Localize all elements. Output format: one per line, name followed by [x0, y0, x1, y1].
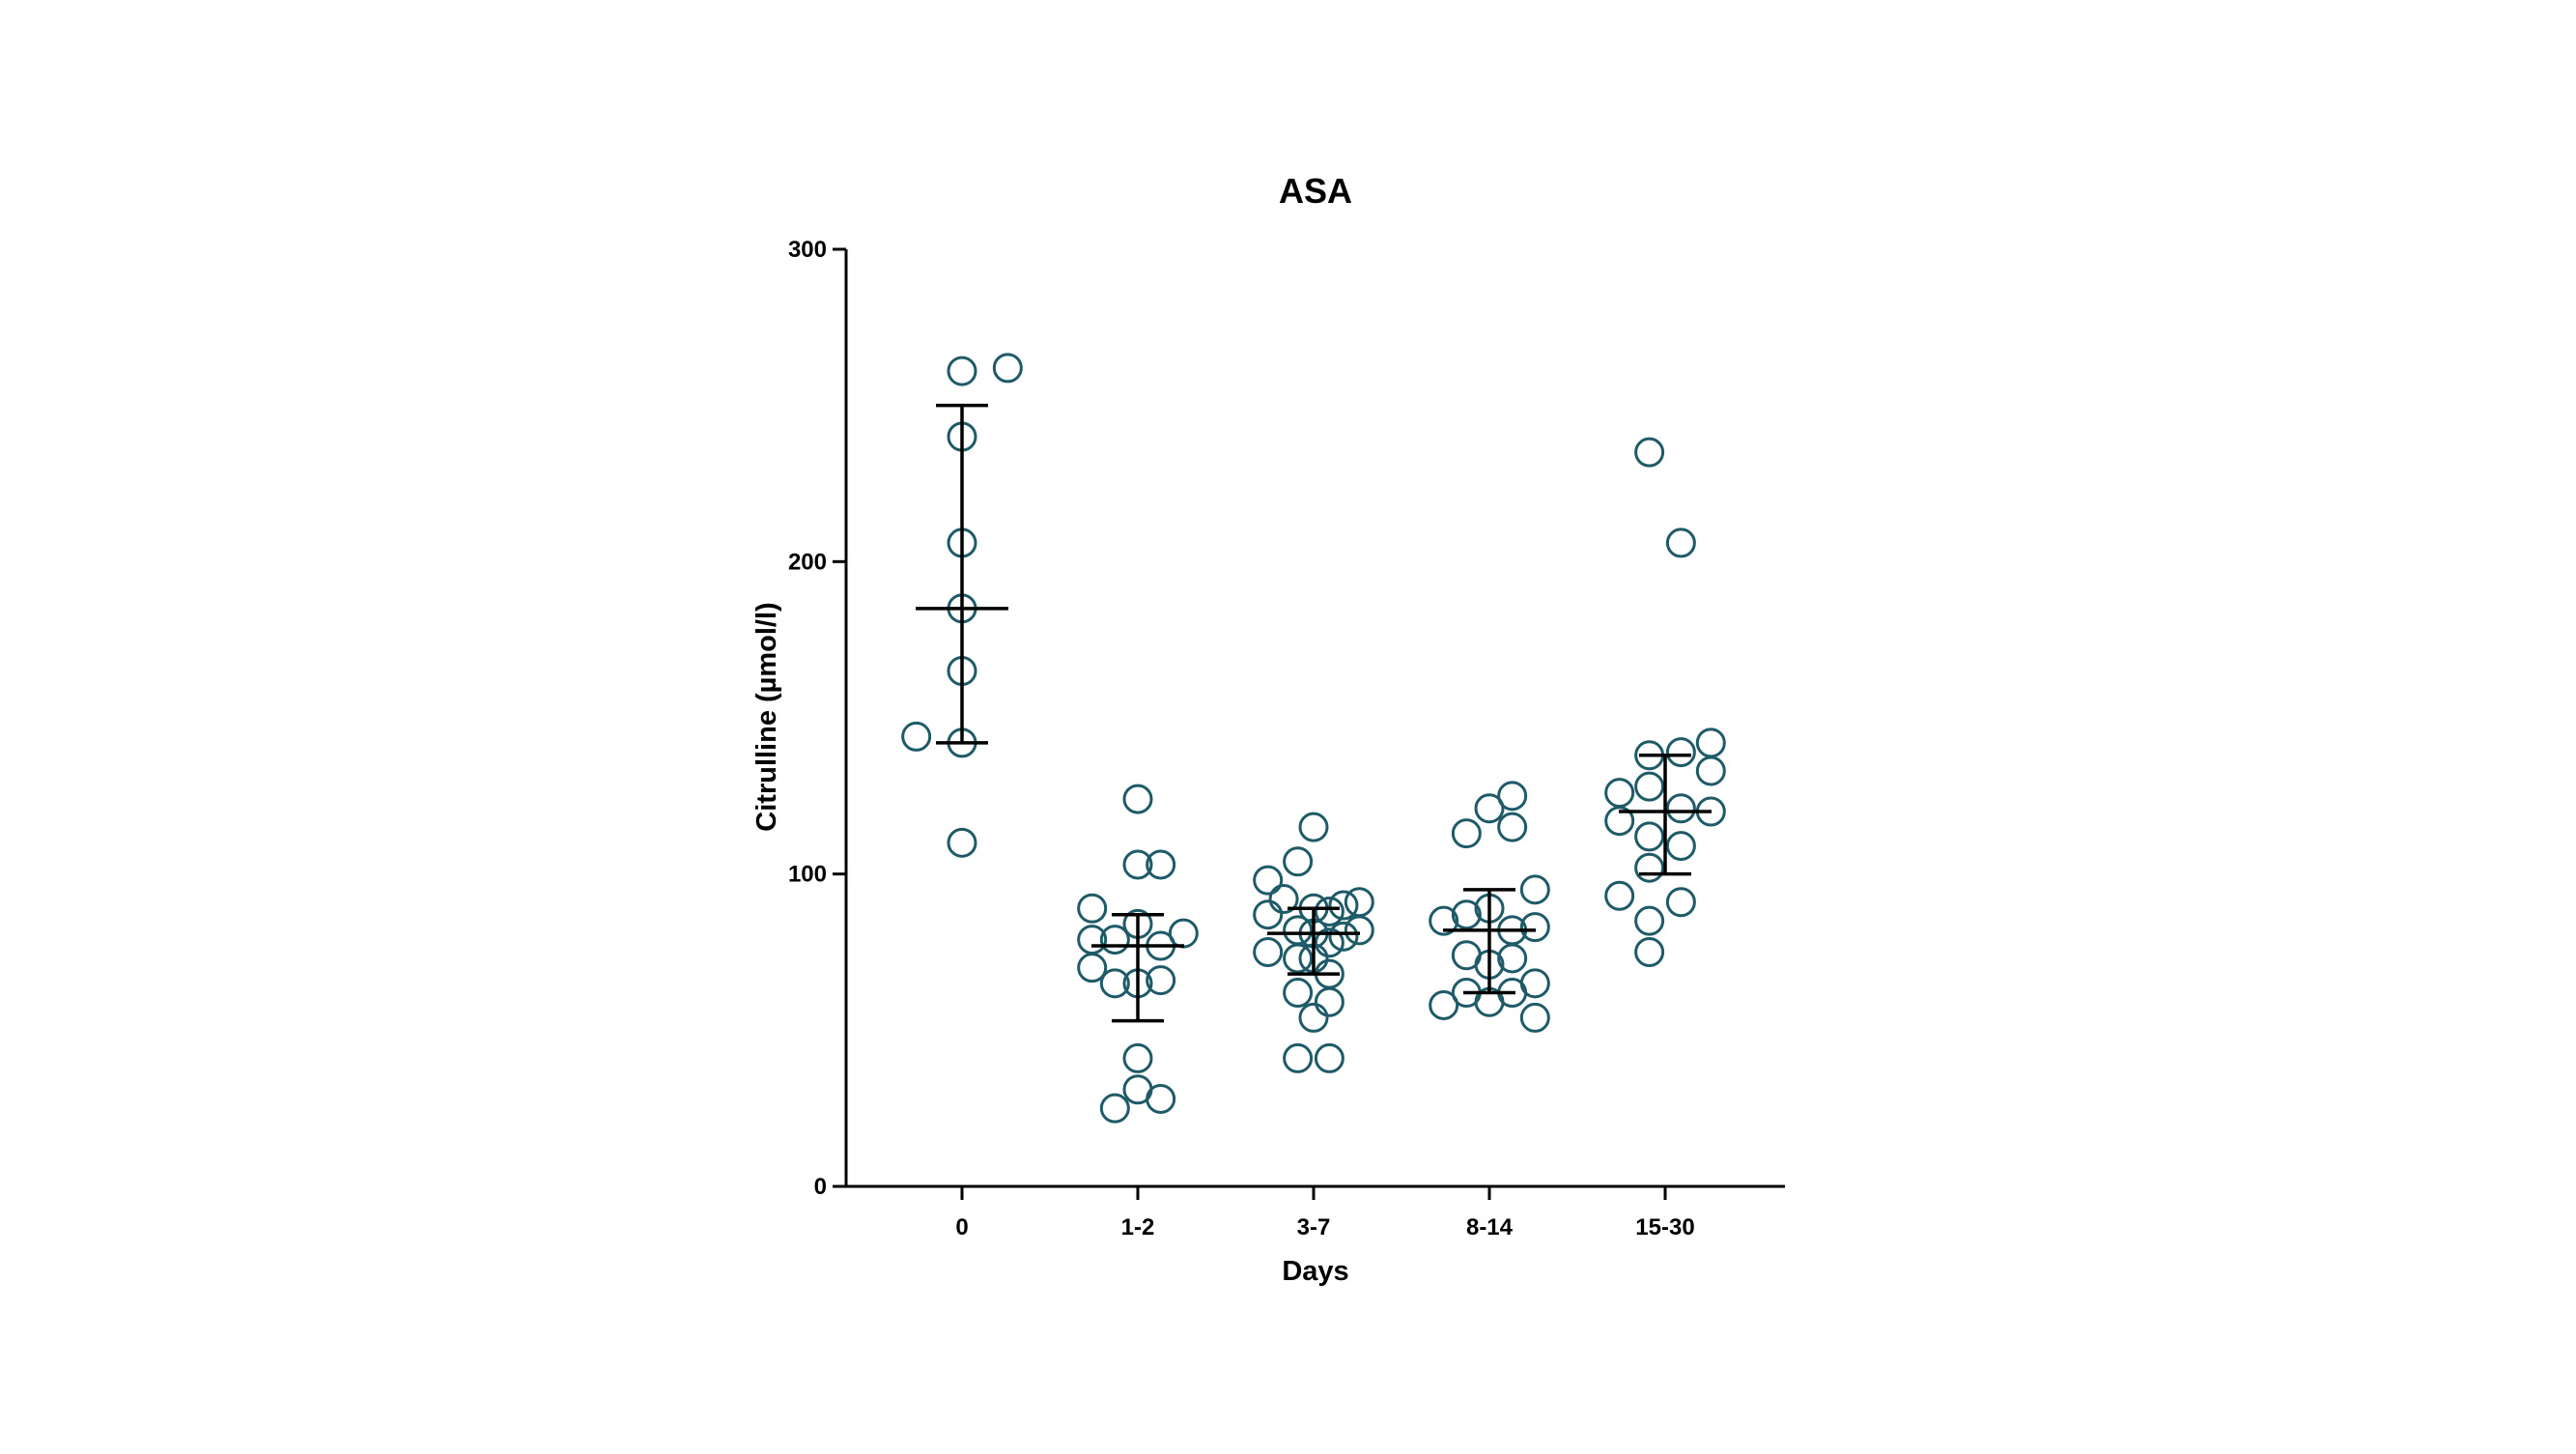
data-point — [1298, 1002, 1329, 1033]
data-point — [1099, 925, 1130, 955]
data-point — [1604, 880, 1635, 911]
data-point — [1665, 527, 1696, 558]
data-point — [1519, 874, 1550, 905]
data-point — [1122, 784, 1153, 814]
x-tick-label: 8-14 — [1466, 1214, 1514, 1240]
data-point — [1283, 846, 1314, 877]
data-point — [1314, 927, 1345, 958]
data-point — [1451, 818, 1482, 849]
data-point — [1283, 1042, 1314, 1073]
data-point — [1497, 781, 1528, 812]
data-point — [947, 356, 977, 386]
data-point — [1634, 937, 1665, 967]
data-point — [1497, 943, 1528, 974]
data-point — [1099, 1093, 1130, 1124]
data-point — [1283, 943, 1314, 974]
data-point — [1429, 989, 1459, 1020]
data-point — [947, 827, 977, 858]
data-point — [1122, 849, 1153, 880]
data-point — [1146, 965, 1176, 996]
y-tick-label: 100 — [788, 862, 827, 888]
data-point — [1634, 852, 1665, 883]
data-point — [1253, 899, 1284, 930]
data-point — [1665, 831, 1696, 862]
data-point — [1298, 812, 1329, 842]
data-point — [1497, 812, 1528, 842]
data-point — [1519, 1002, 1550, 1033]
data-point — [1665, 737, 1696, 768]
data-point — [1634, 437, 1665, 468]
data-point — [1077, 953, 1108, 984]
data-points — [901, 353, 1726, 1124]
data-point — [1695, 727, 1726, 758]
data-point — [1314, 1042, 1345, 1073]
data-point — [1146, 1083, 1176, 1114]
x-tick-label: 1-2 — [1121, 1214, 1155, 1240]
data-point — [1344, 915, 1374, 946]
data-point — [1268, 884, 1299, 915]
data-point — [1634, 905, 1665, 936]
y-ticks: 0 100 200 300 — [788, 237, 846, 1200]
data-point — [1665, 793, 1696, 824]
data-point — [1451, 899, 1482, 930]
x-axis-label: Days — [1282, 1256, 1348, 1287]
y-tick-label: 0 — [814, 1174, 827, 1200]
data-point — [1695, 756, 1726, 786]
y-tick-label: 200 — [788, 549, 827, 575]
data-point — [1253, 937, 1284, 967]
data-point — [1604, 806, 1635, 837]
data-point — [1283, 978, 1314, 1009]
data-point — [1634, 771, 1665, 802]
data-point — [1604, 778, 1635, 809]
data-point — [1146, 849, 1176, 880]
data-point — [1328, 921, 1359, 952]
error-bars — [916, 403, 1712, 1023]
data-point — [992, 353, 1023, 384]
axes — [844, 249, 1785, 1188]
x-tick-label: 3-7 — [1297, 1214, 1331, 1240]
x-tick-label: 0 — [955, 1214, 968, 1240]
data-point — [1253, 865, 1284, 896]
data-point — [1122, 1042, 1153, 1073]
x-ticks: 0 1-2 3-7 8-14 15-30 — [955, 1186, 1695, 1240]
data-point — [1474, 793, 1505, 824]
data-point — [1634, 821, 1665, 852]
data-point — [1077, 893, 1108, 924]
data-point — [901, 721, 932, 752]
data-point — [1665, 887, 1696, 918]
chart-title: ASA — [1279, 171, 1352, 211]
data-point — [1328, 890, 1359, 921]
data-point — [1344, 887, 1374, 918]
y-tick-label: 300 — [788, 237, 827, 263]
data-point — [1314, 986, 1345, 1017]
data-point — [1099, 968, 1130, 999]
data-point — [1314, 896, 1345, 927]
data-point — [1429, 905, 1459, 936]
data-point — [1519, 912, 1550, 943]
x-tick-label: 15-30 — [1635, 1214, 1694, 1240]
y-axis-label: Citrulline (µmol/l) — [751, 602, 782, 831]
